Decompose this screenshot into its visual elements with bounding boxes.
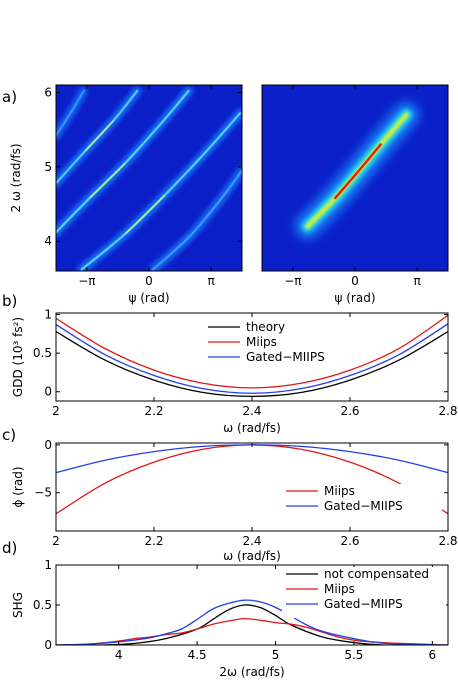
phase-chart: 2 2.2 2.4 2.6 2.8 −5 0 ω (rad/fs) ϕ (rad) Miip… [11,438,458,563]
phase-xtick-label: 2.4 [242,534,261,548]
ridge-core [56,89,85,137]
shg-legend-box [282,567,446,618]
heatmap-right-xtick-label: −π [284,274,301,288]
phase-legend-box [282,484,442,520]
gdd-chart: 2 2.2 2.4 2.6 2.8 0 0.5 1 ω (rad/fs) GDD (10³ f… [11,308,458,435]
ridge-core [151,169,242,271]
phase-xtick-label: 2 [52,534,60,548]
heatmap-left-xtick-label: −π [78,274,95,288]
gdd-xtick-label: 2.6 [340,404,359,418]
shg-ytick-label: 1 [44,558,52,572]
gdd-series-line [56,314,448,389]
gdd-legend-box [204,320,322,371]
shg-legend-label: Gated−MIIPS [324,597,403,611]
heatmap-left-ytick-label: 5 [44,160,52,174]
shg-ytick-label: 0.5 [33,598,52,612]
gdd-series-line [56,323,448,394]
phase-ytick-label: −5 [34,486,52,500]
shg-ytick-label: 0 [44,638,52,652]
gdd-legend-label: Gated−MIIPS [246,350,325,364]
gdd-ytick-label: 0.5 [33,346,52,360]
shg-xtick-label: 6 [428,648,436,662]
heatmap-left-xtick-label: 0 [145,274,153,288]
heatmap-ridge [56,86,194,237]
gdd-xtick-label: 2.4 [242,404,261,418]
gdd-ytick-label: 0 [44,385,52,399]
gdd-legend-label: Miips [246,335,277,349]
heatmap-right-xtick-label: π [414,274,421,288]
heatmap-ridge [294,101,420,240]
ridge-peak [124,194,166,235]
heatmap-right: −π 0 π ψ (rad) [261,84,449,305]
phase-legend-label: Gated−MIIPS [324,499,403,513]
shg-legend-label: not compensated [324,567,429,581]
shg-xtick-label: 4.5 [188,648,207,662]
heatmap-left: −π 0 π 4 5 6 ψ (rad) 2 ω (rad/fs) [9,84,243,305]
phase-chart-xlabel: ω (rad/fs) [223,549,281,563]
phase-series-line [56,444,448,474]
heatmap-left-ytick-label: 4 [44,234,52,248]
phase-xtick-label: 2.2 [144,534,163,548]
gdd-legend-label: theory [246,320,285,334]
heatmap-ridge [77,108,242,271]
shg-chart-xlabel: 2ω (rad/fs) [219,665,284,679]
gdd-xtick-label: 2 [52,404,60,418]
shg-legend-label: Miips [324,582,355,596]
shg-series-line [56,617,448,645]
phase-xtick-label: 2.6 [340,534,359,548]
shg-chart-ylabel: SHG [11,592,25,618]
shg-xtick-label: 4 [115,648,123,662]
shg-series-line [56,599,448,645]
gdd-xtick-label: 2.2 [144,404,163,418]
panel-label-d: d) [2,539,17,557]
heatmap-left-xlabel: ψ (rad) [129,291,170,305]
phase-ytick-label: 0 [44,438,52,452]
heatmap-right-xtick-label: 0 [351,274,359,288]
heatmap-ridge [56,86,142,188]
heatmap-ridge [56,86,89,141]
ridge-peak [85,120,114,151]
panel-label-c: c) [2,426,16,444]
panel-label-b: b) [2,292,17,310]
gdd-chart-xlabel: ω (rad/fs) [223,421,281,435]
gdd-xtick-label: 2.8 [438,404,457,418]
phase-legend-label: Miips [324,484,355,498]
gdd-chart-ylabel: GDD (10³ fs²) [11,317,25,397]
phase-chart-ylabel: ϕ (rad) [11,467,25,508]
shg-series-line [56,604,448,645]
panel-label-a: a) [2,88,17,106]
heatmap-left-ytick-label: 6 [44,85,52,99]
shg-xtick-label: 5.5 [344,648,363,662]
gdd-series-line [56,330,448,398]
phase-xtick-label: 2.8 [438,534,457,548]
ridge-core [334,143,382,200]
shg-chart: 4 4.5 5 5.5 6 0 0.5 1 2ω (rad/fs) SHG not compe… [11,558,449,679]
heatmap-ridge [148,166,242,271]
gdd-ytick-label: 1 [44,308,52,322]
heatmap-right-xlabel: ψ (rad) [335,291,376,305]
ridge-peak [89,162,126,199]
heatmap-left-xtick-label: π [208,274,215,288]
shg-xtick-label: 5 [272,648,280,662]
heatmap-left-background [56,85,242,271]
heatmap-left-ylabel: 2 ω (rad/fs) [9,143,23,212]
